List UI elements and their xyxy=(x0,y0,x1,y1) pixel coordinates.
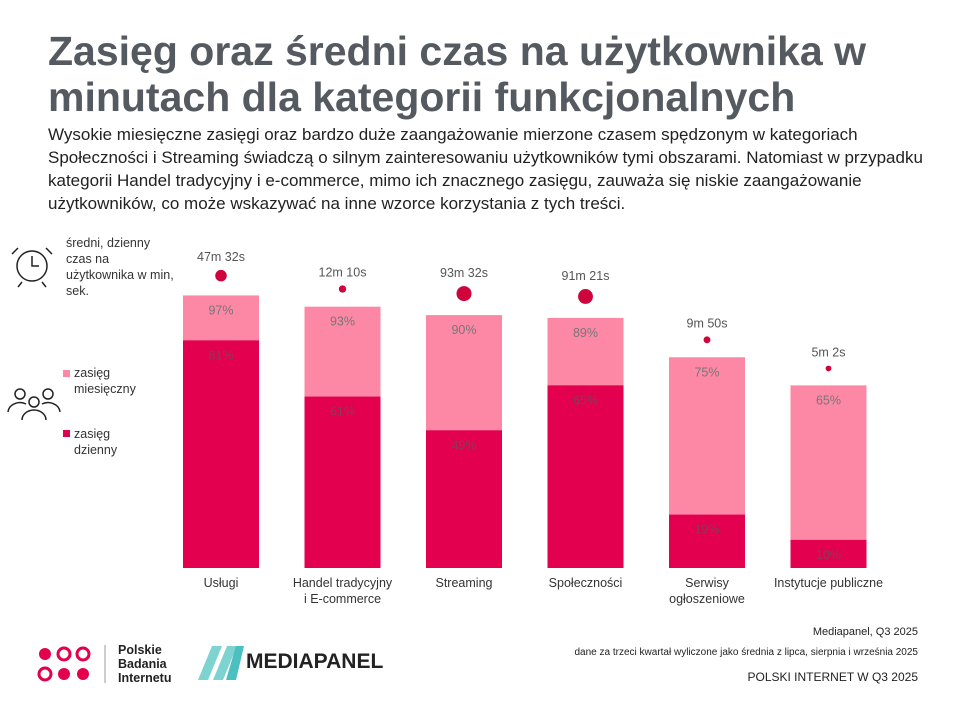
source: Mediapanel, Q3 2025 xyxy=(812,626,918,638)
label-daily: 10% xyxy=(816,548,841,562)
time-label: 47m 32s xyxy=(197,250,245,264)
pbi-logo xyxy=(37,645,106,683)
time-dot xyxy=(825,365,832,372)
legend-daily: zasięg dzienny xyxy=(74,427,118,457)
label-monthly: 97% xyxy=(208,303,233,317)
label-daily: 61% xyxy=(330,405,355,419)
time-dot xyxy=(456,286,472,302)
time-dot xyxy=(578,289,593,304)
bar-daily xyxy=(790,539,867,568)
label-daily: 49% xyxy=(451,438,476,452)
label-monthly: 90% xyxy=(451,323,476,337)
time-label: 9m 50s xyxy=(687,316,728,330)
page-title: Zasięg oraz średni czas na użytkownika w… xyxy=(48,28,866,120)
bar-daily xyxy=(426,430,502,568)
alarm-clock-icon xyxy=(11,247,53,288)
category-label: ogłoszeniowe xyxy=(669,592,745,606)
brand: POLSKI INTERNET W Q3 2025 xyxy=(747,670,918,684)
bar-daily xyxy=(183,340,259,568)
category-label: Instytucje publiczne xyxy=(774,576,883,590)
time-label: 5m 2s xyxy=(811,346,845,360)
label-monthly: 89% xyxy=(573,326,598,340)
legend-daily-swatch xyxy=(63,430,70,437)
time-dot xyxy=(338,285,347,293)
bar-daily xyxy=(547,385,624,568)
time-label: 93m 32s xyxy=(440,266,488,280)
label-daily: 19% xyxy=(694,523,719,537)
category-label: Społeczności xyxy=(549,576,623,590)
legend-time: średni, dzienny czas na użytkownika w mi… xyxy=(66,236,174,298)
bar-daily xyxy=(304,396,381,568)
category-label: i E-commerce xyxy=(304,592,381,606)
category-label: Streaming xyxy=(436,576,493,590)
legend-monthly-swatch xyxy=(63,370,70,377)
users-icon xyxy=(7,388,61,421)
label-monthly: 65% xyxy=(816,393,841,407)
mediapanel-logo-text: MEDIAPANEL xyxy=(246,650,384,673)
bar-monthly xyxy=(790,385,867,568)
label-monthly: 93% xyxy=(330,315,355,329)
pbi-logo-text: Polskie Badania Internetu xyxy=(118,643,172,685)
time-dot xyxy=(215,269,227,282)
time-label: 12m 10s xyxy=(319,265,367,279)
legend-monthly: zasięg miesięczny xyxy=(74,366,136,396)
note: dane za trzeci kwartał wyliczone jako śr… xyxy=(574,647,919,658)
mediapanel-logo-mark xyxy=(198,646,244,680)
category-label: Serwisy xyxy=(685,576,730,590)
label-daily: 81% xyxy=(208,348,233,362)
label-daily: 65% xyxy=(573,393,598,407)
time-dot xyxy=(703,336,711,344)
category-label: Usługi xyxy=(204,576,239,590)
time-label: 91m 21s xyxy=(562,269,610,283)
category-label: Handel tradycyjny xyxy=(293,576,393,590)
subtitle: Wysokie miesięczne zasięgi oraz bardzo d… xyxy=(48,125,923,213)
bar-daily xyxy=(669,514,745,568)
label-monthly: 75% xyxy=(694,365,719,379)
